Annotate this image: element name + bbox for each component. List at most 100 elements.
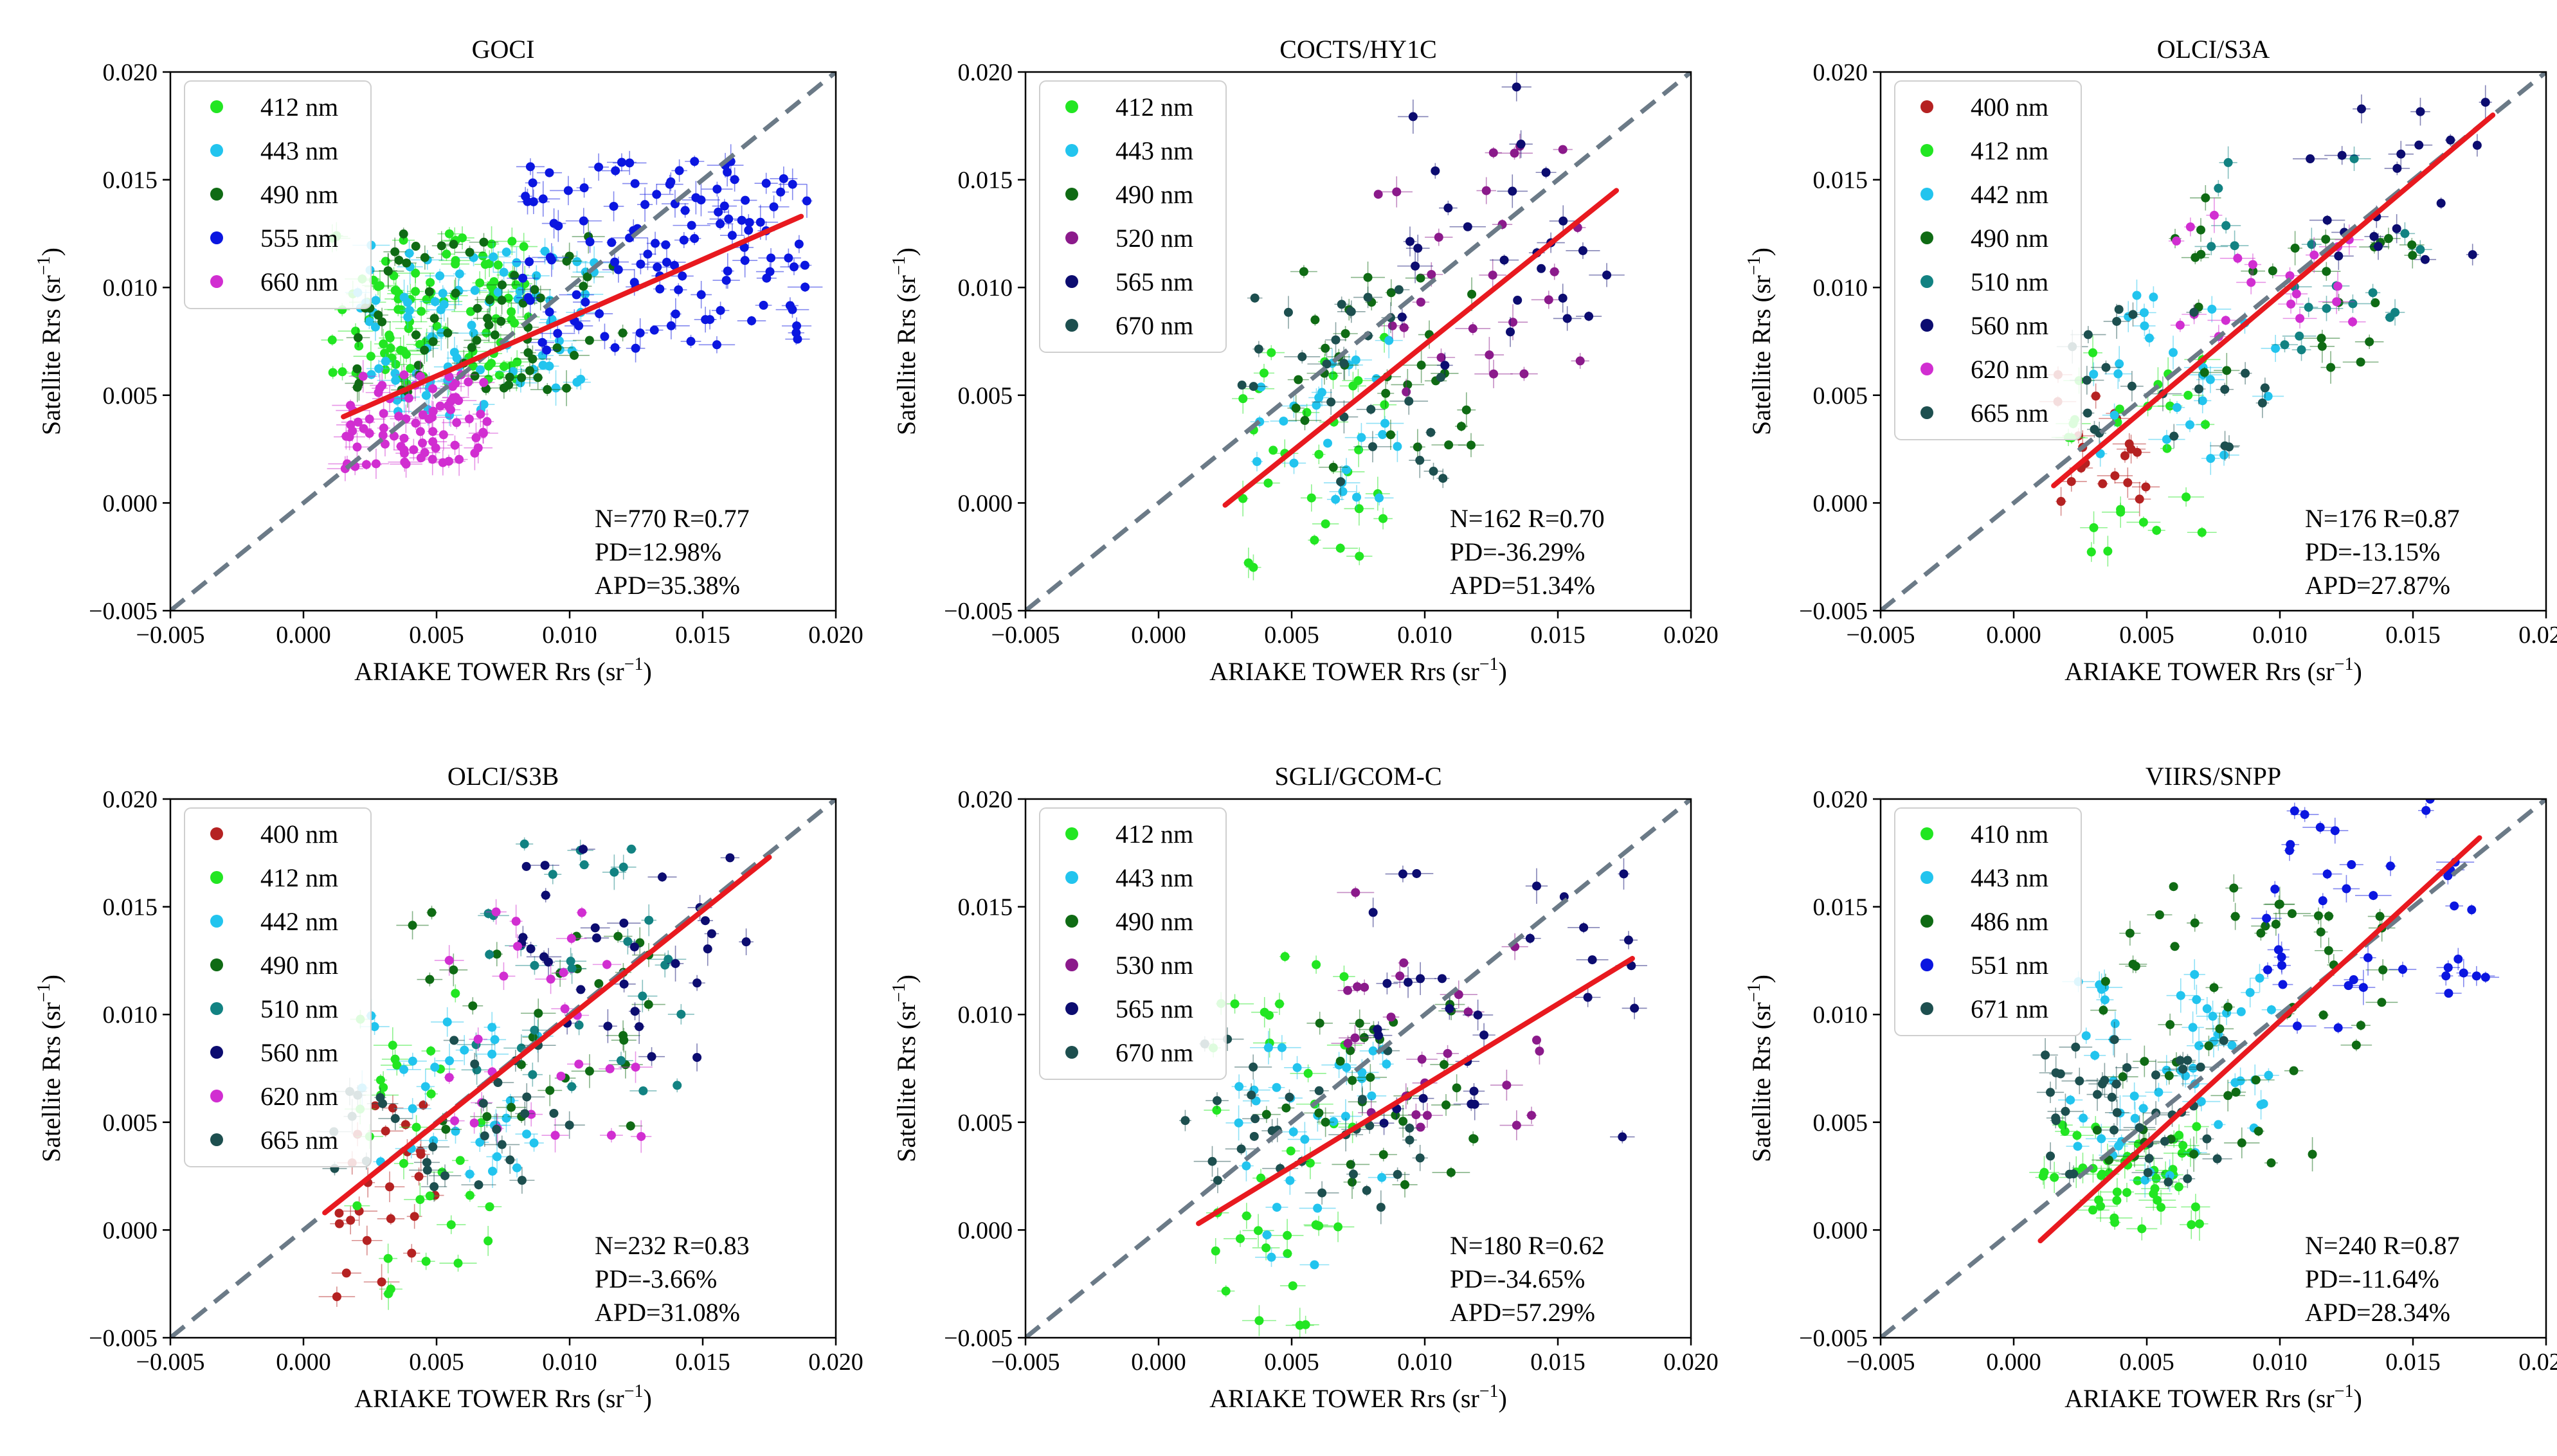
data-point [2252, 391, 2284, 401]
data-point [526, 181, 561, 217]
data-point [2364, 230, 2384, 243]
data-point [1353, 431, 1392, 463]
y-axis-label: Satellite Rrs (sr−1) [889, 975, 921, 1162]
legend: 410 nm 443 nm 486 nm 551 nm 671 nm [1894, 807, 2082, 1036]
data-point [424, 401, 442, 422]
legend-marker [210, 1133, 223, 1146]
legend-entry: 530 nm [1065, 951, 1193, 980]
stat-text: N=240 R=0.87 [2305, 1231, 2460, 1260]
data-point [647, 872, 677, 882]
data-point [2333, 875, 2360, 903]
data-point [2385, 299, 2405, 326]
data-point [396, 364, 412, 386]
panel-title: VIIRS/SNPP [2146, 762, 2281, 791]
data-points [2039, 85, 2492, 567]
data-point [631, 1120, 652, 1153]
data-point [565, 208, 602, 234]
data-point [1425, 427, 1436, 438]
data-point [586, 305, 613, 322]
data-point [464, 1165, 476, 1183]
data-point [530, 382, 565, 397]
data-point [2344, 975, 2364, 985]
data-point [709, 209, 748, 229]
data-point [2267, 933, 2290, 966]
data-point [2186, 1027, 2212, 1064]
data-point [2120, 449, 2129, 463]
data-point [2435, 989, 2462, 998]
data-point [758, 248, 784, 268]
legend-marker [1920, 827, 1933, 840]
data-point [2339, 316, 2366, 327]
data-point [632, 318, 648, 348]
data-point [2186, 366, 2223, 379]
data-point [1265, 1203, 1288, 1212]
legend-label: 555 nm [260, 224, 338, 253]
data-point [2353, 94, 2371, 123]
data-point [556, 1072, 566, 1081]
panel-sgli-gcom-c: SGLI/GCOM-C −0.005−0.005 0.000 0.000 0.005 0.… [889, 762, 1719, 1413]
data-point [505, 308, 524, 338]
data-point [2385, 312, 2395, 322]
data-point [2371, 298, 2380, 308]
data-point [2456, 958, 2471, 987]
data-point [1526, 1106, 1537, 1124]
y-tick-label: 0.000 [1813, 1217, 1868, 1244]
data-point [1509, 130, 1533, 158]
data-point [354, 341, 364, 351]
y-tick-label: 0.000 [1813, 490, 1868, 517]
data-point [2079, 1189, 2118, 1212]
data-point [2261, 962, 2274, 978]
data-point [2264, 1158, 2278, 1168]
data-point [801, 184, 813, 218]
data-point [379, 396, 388, 431]
data-point [440, 392, 461, 427]
legend-marker [210, 958, 223, 971]
legend-label: 565 nm [1116, 267, 1193, 296]
data-point [462, 997, 483, 1015]
data-point [334, 1209, 344, 1218]
x-tick-label: 0.005 [2119, 1349, 2174, 1376]
data-point [780, 258, 808, 276]
legend-marker [1920, 1002, 1933, 1015]
x-axis-label: ARIAKE TOWER Rrs (sr−1) [354, 1381, 652, 1413]
data-point [353, 341, 389, 372]
y-tick-label: 0.010 [958, 274, 1013, 301]
data-point [2115, 404, 2124, 414]
legend: 400 nm 412 nm 442 nm 490 nm 510 nm 560 nm 620 … [1894, 80, 2082, 440]
legend-marker [210, 1090, 223, 1102]
legend-entry: 412 nm [210, 863, 338, 892]
data-point [426, 312, 442, 325]
data-point [606, 238, 617, 247]
data-point [544, 864, 562, 885]
data-point [516, 158, 545, 175]
data-point [2183, 959, 2205, 990]
data-point [2059, 1036, 2093, 1059]
data-point [1589, 263, 1625, 287]
data-point [2271, 337, 2299, 353]
stat-text: PD=-13.15% [2305, 537, 2440, 566]
data-point [1398, 99, 1429, 134]
data-point [411, 242, 420, 251]
data-point [318, 1286, 356, 1307]
data-point [2324, 1022, 2353, 1034]
data-point [2060, 1129, 2094, 1141]
data-point [2141, 1177, 2169, 1200]
data-point [1283, 1166, 1296, 1195]
data-point [509, 1167, 535, 1194]
data-point [515, 1129, 538, 1139]
data-point [697, 916, 714, 926]
x-tick-label: 0.015 [675, 622, 730, 649]
data-point [756, 273, 777, 283]
data-point [689, 975, 705, 991]
data-point [772, 183, 790, 202]
data-point [2192, 373, 2206, 404]
x-tick-label: 0.020 [808, 1349, 863, 1376]
legend-label: 442 nm [1971, 180, 2048, 209]
legend-marker [210, 188, 223, 201]
legend-entry: 490 nm [210, 951, 338, 980]
data-point [1323, 438, 1332, 448]
data-point [1342, 369, 1375, 393]
data-point [2101, 973, 2110, 989]
data-point [549, 1108, 559, 1118]
data-point [2466, 244, 2479, 265]
